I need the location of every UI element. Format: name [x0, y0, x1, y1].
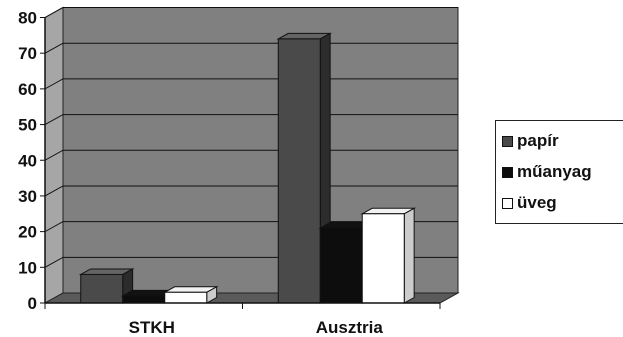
y-tick-label: 10 [18, 258, 37, 277]
bar-side-üveg [403, 207, 415, 304]
legend-item-papir: papír [502, 127, 623, 155]
bar-műanyag-Ausztria [319, 227, 363, 304]
y-tick-label: 30 [18, 187, 37, 206]
legend-label: papír [517, 131, 559, 150]
bar-műanyag-STKH [122, 295, 166, 304]
axes [40, 17, 441, 309]
bar-papír-Ausztria [277, 38, 321, 304]
legend-item-muanyag: műanyag [502, 158, 623, 186]
y-tick-label: 80 [18, 9, 37, 28]
y-tick-label: 40 [18, 151, 37, 170]
legend-swatch-papir [502, 135, 513, 147]
gridline [44, 7, 458, 18]
x-tick-label: Ausztria [316, 318, 384, 337]
legend-label: üveg [517, 193, 557, 212]
legend: papír műanyag üveg [495, 120, 623, 224]
bar-papír-STKH [80, 273, 124, 304]
legend-label: műanyag [517, 162, 592, 181]
x-tick-label: STKH [129, 318, 175, 337]
bars [78, 32, 417, 304]
axis-labels: 0 10 20 30 40 50 60 70 80 STKH Ausztria [18, 9, 383, 337]
bar-üveg-Ausztria [361, 213, 405, 304]
bar-üveg-STKH [164, 291, 208, 304]
y-tick-label: 20 [18, 223, 37, 242]
legend-swatch-muanyag [502, 166, 513, 178]
legend-swatch-uveg [502, 197, 513, 209]
y-tick-label: 50 [18, 116, 37, 135]
y-tick-label: 0 [28, 294, 37, 313]
y-tick-label: 70 [18, 44, 37, 63]
legend-item-uveg: üveg [502, 189, 623, 217]
y-tick-label: 60 [18, 80, 37, 99]
